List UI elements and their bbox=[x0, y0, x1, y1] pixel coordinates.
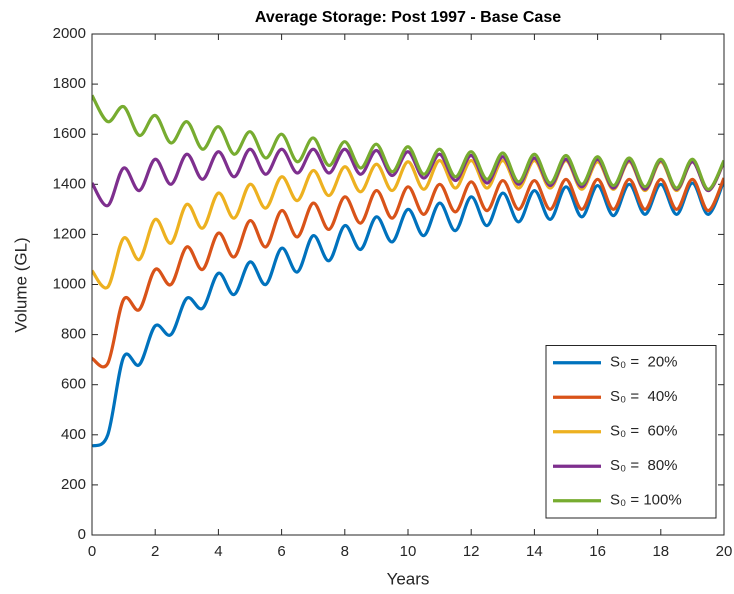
y-tick-label: 200 bbox=[61, 476, 86, 493]
legend-label: S₀ = 60% bbox=[610, 423, 678, 440]
y-tick-label: 600 bbox=[61, 376, 86, 393]
y-tick-label: 1200 bbox=[53, 225, 86, 242]
legend-label: S₀ = 80% bbox=[610, 457, 678, 474]
x-tick-label: 18 bbox=[652, 543, 669, 560]
x-tick-label: 20 bbox=[716, 543, 733, 560]
legend-label: S₀ = 20% bbox=[610, 354, 678, 371]
x-tick-label: 2 bbox=[151, 543, 159, 560]
y-tick-label: 0 bbox=[78, 526, 86, 543]
legend-label: S₀ = 40% bbox=[610, 388, 678, 405]
x-tick-label: 16 bbox=[589, 543, 606, 560]
y-tick-label: 400 bbox=[61, 426, 86, 443]
y-tick-label: 1800 bbox=[53, 75, 86, 92]
y-tick-label: 1600 bbox=[53, 125, 86, 142]
x-tick-label: 0 bbox=[88, 543, 96, 560]
series-line bbox=[92, 177, 724, 369]
y-axis-label: Volume (GL) bbox=[11, 237, 30, 332]
plot-frame bbox=[91, 33, 725, 536]
y-tick-label: 800 bbox=[61, 326, 86, 343]
x-tick-label: 6 bbox=[277, 543, 285, 560]
y-tick-label: 1400 bbox=[53, 175, 86, 192]
y-tick-label: 1000 bbox=[53, 275, 86, 292]
chart-title: Average Storage: Post 1997 - Base Case bbox=[255, 9, 561, 26]
x-tick-label: 4 bbox=[214, 543, 222, 560]
y-tick-label: 2000 bbox=[53, 25, 86, 42]
series-line bbox=[92, 179, 724, 448]
x-tick-label: 8 bbox=[341, 543, 349, 560]
x-tick-label: 12 bbox=[463, 543, 480, 560]
x-axis-label: Years bbox=[387, 569, 430, 588]
x-tick-label: 14 bbox=[526, 543, 543, 560]
legend-label: S₀ = 100% bbox=[610, 492, 682, 509]
x-tick-label: 10 bbox=[400, 543, 417, 560]
series-line bbox=[92, 94, 724, 191]
